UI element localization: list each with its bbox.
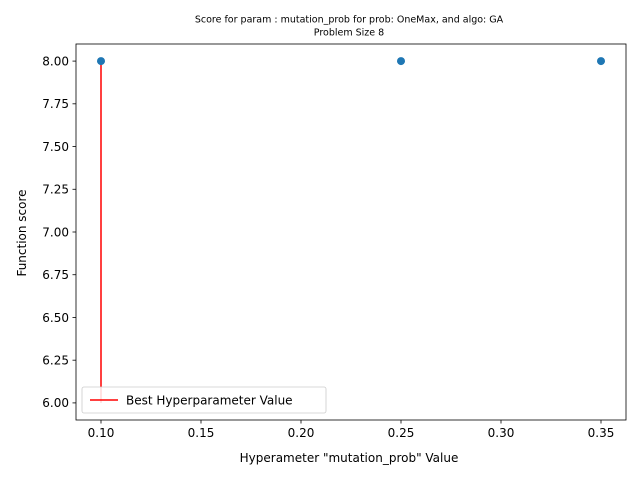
scatter-point [97, 57, 105, 66]
legend-label: Best Hyperparameter Value [126, 393, 293, 407]
y-tick-label: 7.00 [42, 225, 69, 239]
x-tick-label: 0.25 [388, 426, 415, 440]
plot-frame [75, 43, 627, 421]
y-tick-label: 7.75 [42, 97, 69, 111]
y-tick-label: 6.75 [42, 268, 69, 282]
y-tick-label: 6.50 [42, 311, 69, 325]
x-tick-label: 0.15 [188, 426, 215, 440]
chart-subtitle: Problem Size 8 [314, 28, 384, 39]
y-tick-label: 6.00 [42, 396, 69, 410]
x-tick-label: 0.30 [488, 426, 515, 440]
y-tick-label: 7.50 [42, 140, 69, 154]
x-axis-label: Hyperameter "mutation_prob" Value [240, 451, 459, 465]
y-axis-label: Function score [15, 189, 29, 276]
chart-title: Score for param : mutation_prob for prob… [195, 15, 504, 26]
plot-area: 0.10 0.15 0.20 0.25 0.30 0.35 6.00 6.25 6.50 6.75… [42, 43, 627, 440]
scatter-point [597, 57, 605, 66]
scatter-point [397, 57, 405, 66]
x-tick-label: 0.20 [288, 426, 315, 440]
y-tick-label: 6.25 [42, 353, 69, 367]
y-tick-label: 7.25 [42, 183, 69, 197]
legend-box [81, 386, 327, 414]
x-tick-label: 0.10 [88, 426, 115, 440]
x-tick-label: 0.35 [588, 426, 615, 440]
y-tick-label: 8.00 [42, 54, 69, 68]
